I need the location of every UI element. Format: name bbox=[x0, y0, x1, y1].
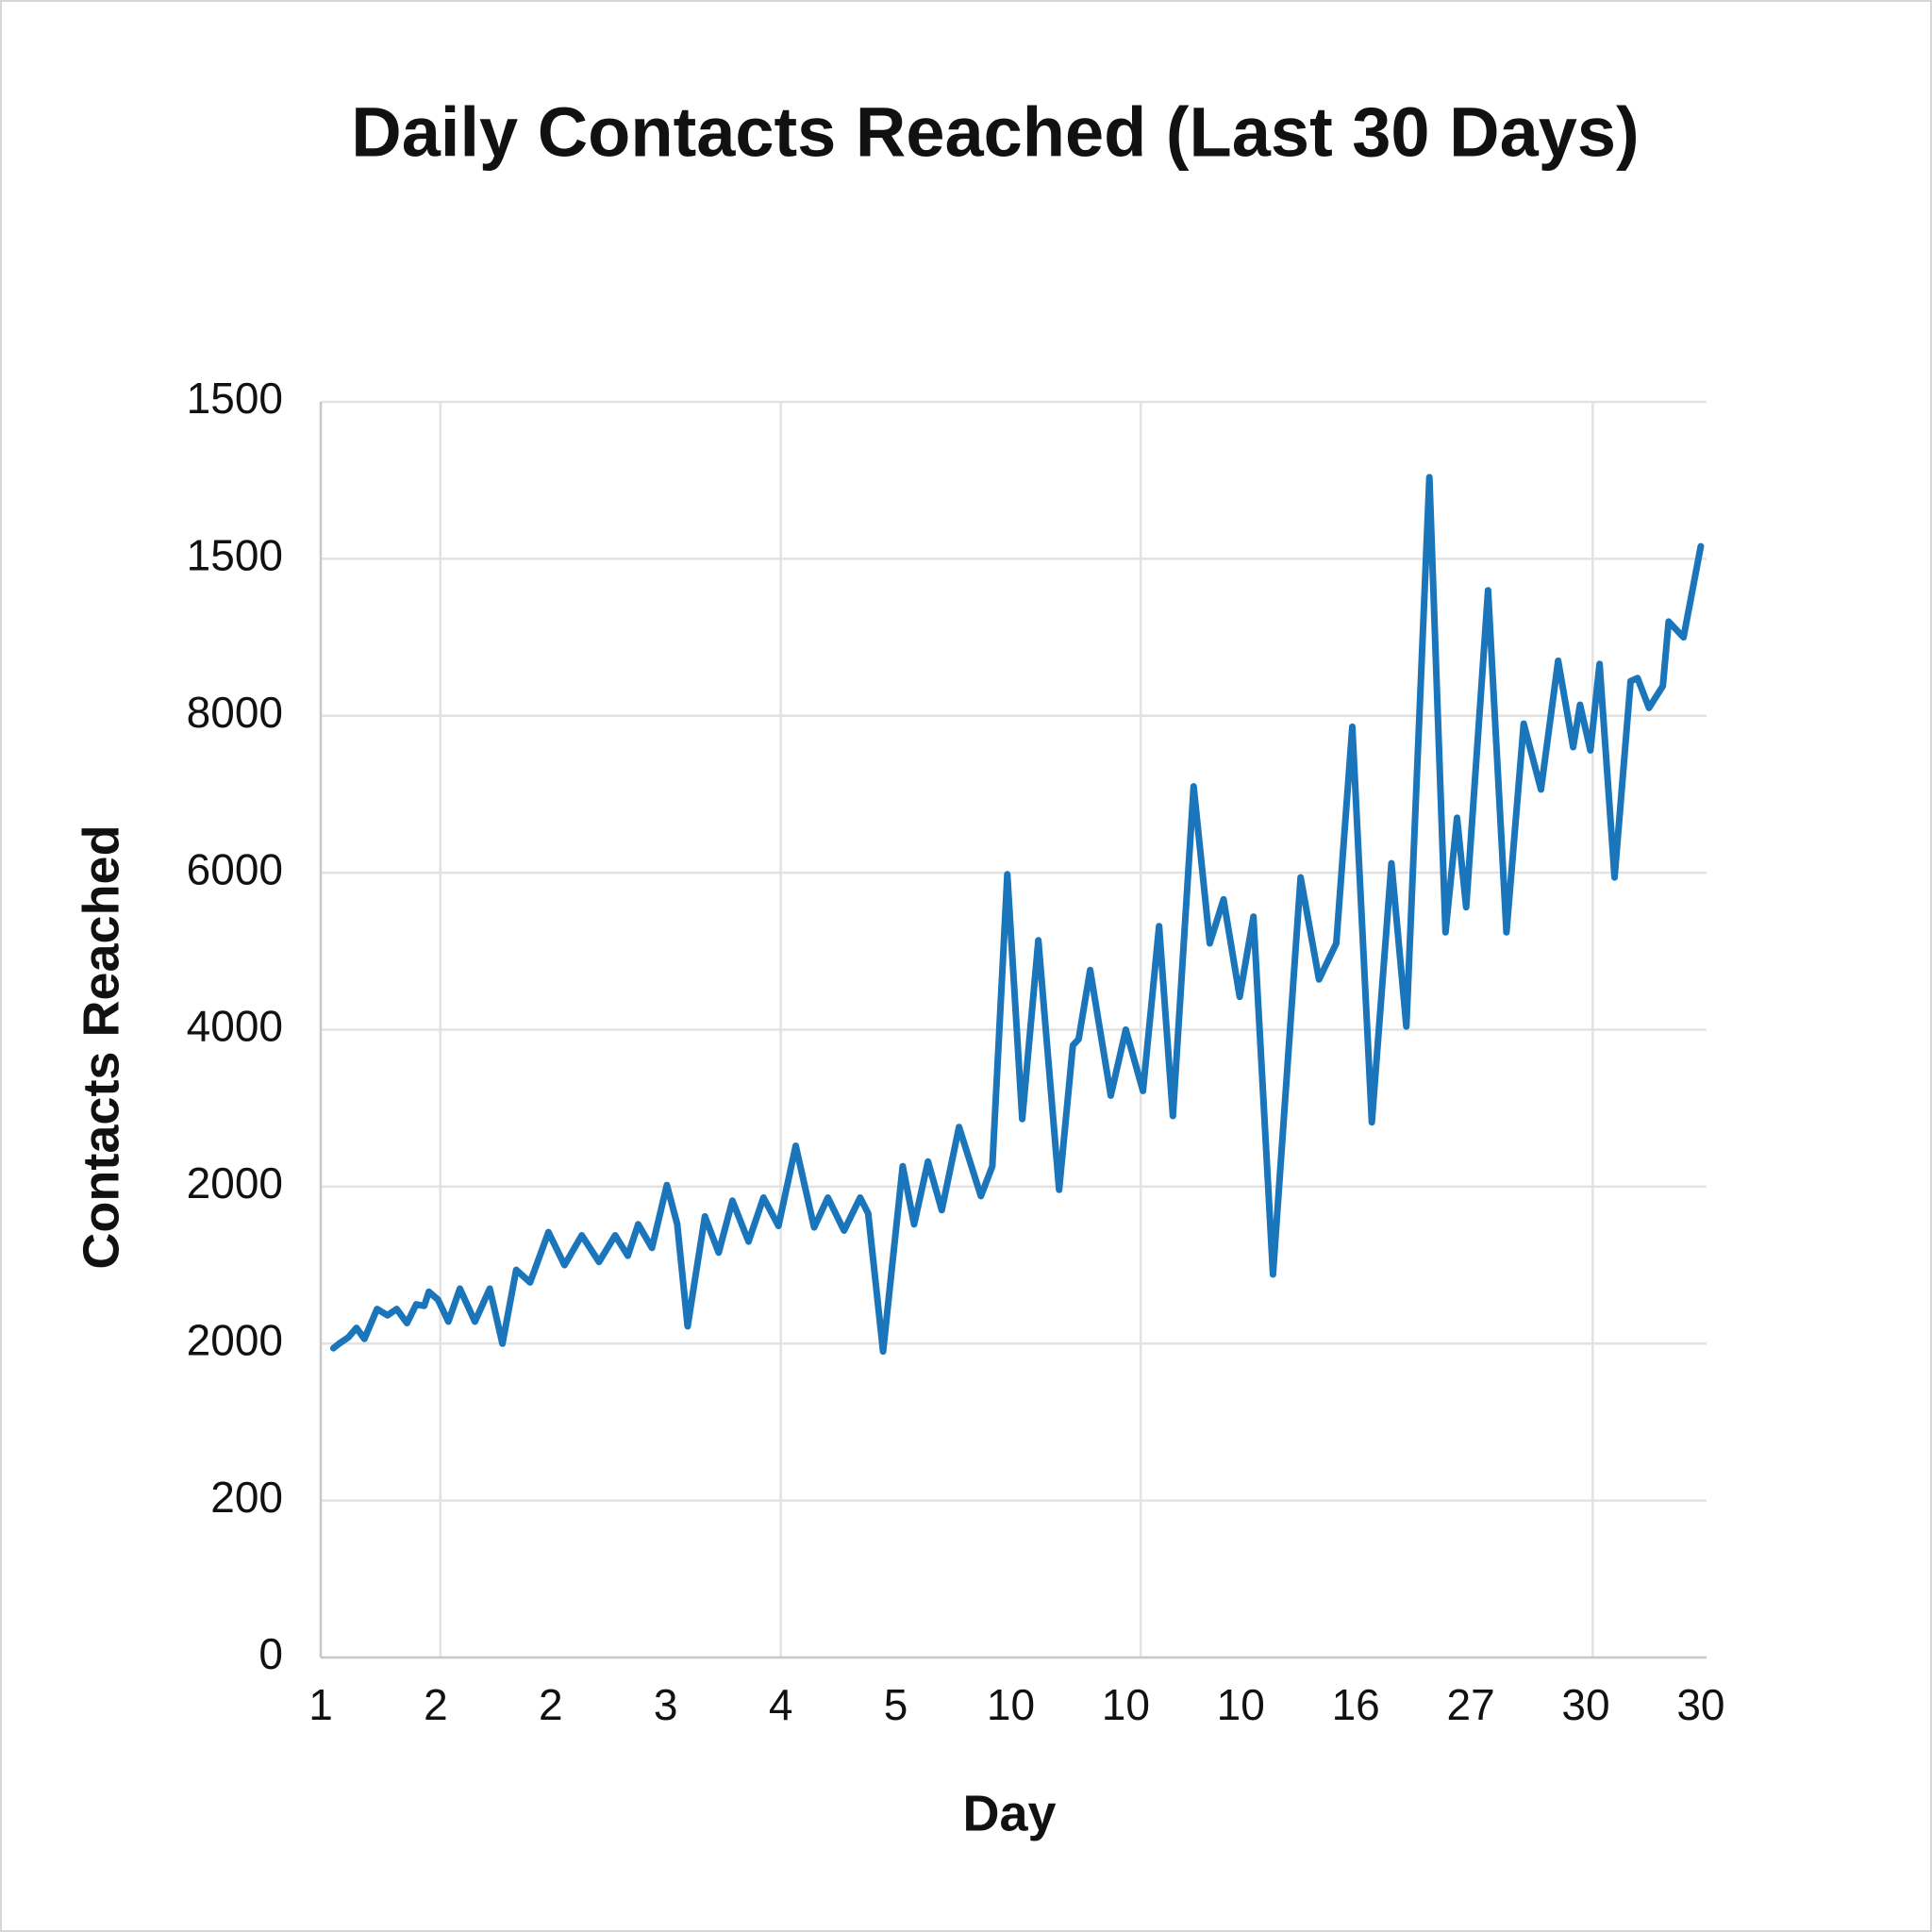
y-tick-label: 8000 bbox=[187, 688, 283, 737]
x-tick-label: 10 bbox=[987, 1680, 1035, 1729]
y-tick-label: 4000 bbox=[187, 1002, 283, 1051]
x-tick-label: 2 bbox=[424, 1680, 448, 1729]
x-tick-label: 27 bbox=[1447, 1680, 1495, 1729]
x-tick-label: 30 bbox=[1561, 1680, 1609, 1729]
x-tick-label: 16 bbox=[1332, 1680, 1380, 1729]
x-tick-label: 2 bbox=[539, 1680, 563, 1729]
x-tick-label: 5 bbox=[884, 1680, 908, 1729]
y-tick-label: 2000 bbox=[187, 1158, 283, 1208]
x-axis-title: Day bbox=[962, 1785, 1056, 1841]
x-tick-label: 1 bbox=[308, 1680, 333, 1729]
chart-title: Daily Contacts Reached (Last 30 Days) bbox=[351, 93, 1639, 172]
x-tick-label: 4 bbox=[769, 1680, 793, 1729]
y-tick-label: 6000 bbox=[187, 844, 283, 893]
y-tick-label: 1500 bbox=[187, 531, 283, 580]
y-tick-label: 1500 bbox=[187, 374, 283, 423]
x-tick-label: 10 bbox=[1217, 1680, 1265, 1729]
x-tick-label: 10 bbox=[1102, 1680, 1150, 1729]
y-tick-label: 2000 bbox=[187, 1315, 283, 1364]
x-tick-label: 30 bbox=[1676, 1680, 1724, 1729]
data-line bbox=[329, 474, 1705, 1356]
y-tick-label: 0 bbox=[258, 1629, 283, 1678]
y-axis-title: Contacts Reached bbox=[73, 824, 129, 1269]
y-tick-label: 200 bbox=[210, 1473, 283, 1522]
x-tick-label: 3 bbox=[654, 1680, 678, 1729]
